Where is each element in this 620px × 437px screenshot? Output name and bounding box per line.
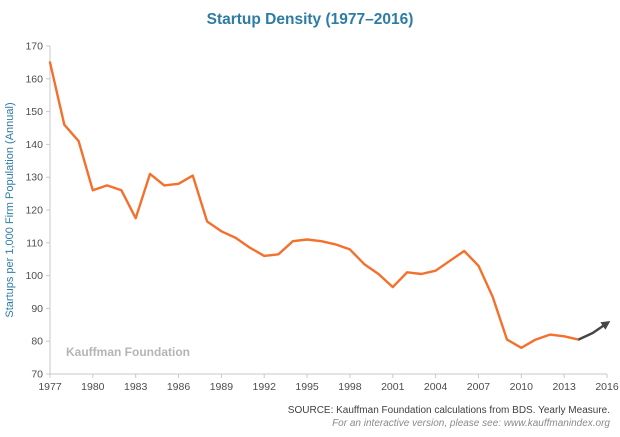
- svg-text:1980: 1980: [81, 381, 105, 393]
- startup-density-line: [48, 61, 580, 349]
- svg-text:1977: 1977: [38, 381, 62, 393]
- svg-text:1995: 1995: [295, 381, 319, 393]
- svg-text:1992: 1992: [253, 381, 277, 393]
- projection-line: [577, 320, 611, 341]
- svg-text:90: 90: [31, 303, 43, 315]
- svg-text:1989: 1989: [210, 381, 234, 393]
- svg-text:110: 110: [26, 237, 43, 249]
- y-tick-labels: 70 80 90 100 110 120 130 140 150 160 170: [25, 41, 50, 381]
- svg-text:100: 100: [25, 270, 43, 282]
- svg-text:70: 70: [31, 369, 43, 381]
- svg-text:2007: 2007: [467, 381, 491, 393]
- svg-text:2013: 2013: [552, 381, 576, 393]
- svg-text:80: 80: [31, 336, 43, 348]
- svg-text:170: 170: [25, 41, 43, 53]
- svg-text:1998: 1998: [338, 381, 362, 393]
- svg-text:2001: 2001: [381, 381, 405, 393]
- chart-footer: SOURCE: Kauffman Foundation calculations…: [288, 405, 610, 429]
- svg-text:160: 160: [25, 73, 43, 85]
- svg-text:130: 130: [25, 172, 43, 184]
- svg-text:140: 140: [25, 139, 43, 151]
- svg-text:2004: 2004: [424, 381, 448, 393]
- source-text: SOURCE: Kauffman Foundation calculations…: [287, 405, 610, 416]
- chart-area: 70 80 90 100 110 120 130 140 150 160 170 1977 1980 19…: [0, 36, 620, 401]
- watermark: Kauffman Foundation: [66, 345, 190, 359]
- svg-text:2010: 2010: [510, 381, 534, 393]
- svg-text:150: 150: [25, 106, 43, 118]
- x-tick-labels: 1977 1980 1983 1986 1989 1992 1995 1998 2001 2004…: [38, 374, 619, 393]
- svg-text:1986: 1986: [167, 381, 191, 393]
- svg-text:2016: 2016: [595, 381, 619, 393]
- svg-text:120: 120: [25, 205, 43, 217]
- svg-text:1983: 1983: [124, 381, 148, 393]
- chart-title: Startup Density (1977–2016): [206, 11, 414, 28]
- y-axis-label: Startups per 1,000 Firm Population (Annu…: [4, 102, 16, 317]
- interactive-url-note: For an interactive version, please see: …: [332, 418, 610, 429]
